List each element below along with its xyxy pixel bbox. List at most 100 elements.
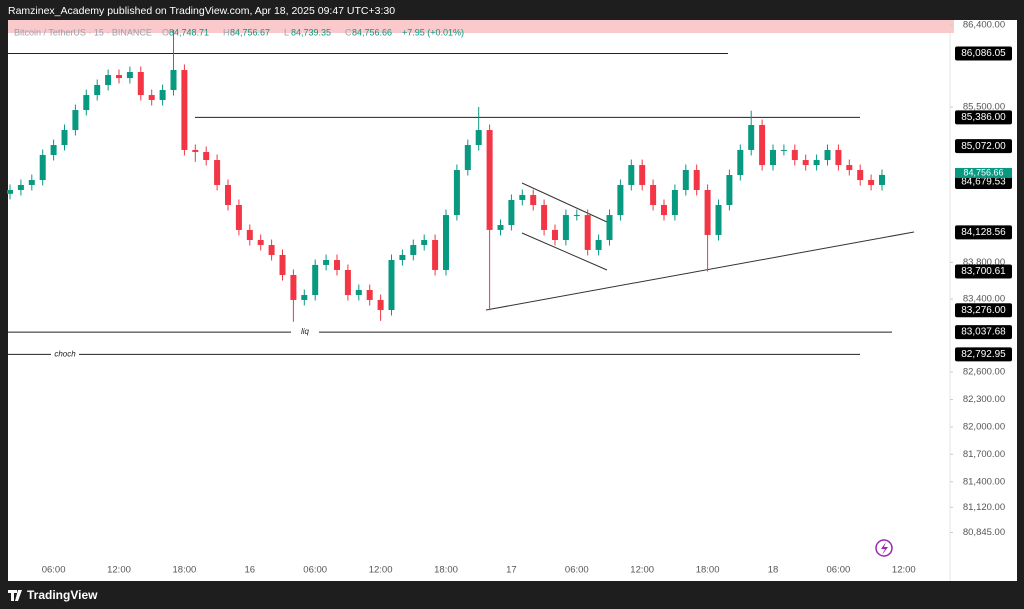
candle-body [334, 260, 340, 270]
x-tick-label: 12:00 [630, 565, 654, 576]
legend-key: L [284, 27, 289, 37]
candle-body [661, 204, 667, 216]
x-tick-label: 06:00 [565, 565, 589, 576]
candle-body [464, 145, 471, 170]
x-tick-label: 16 [245, 565, 256, 576]
candle-body [268, 245, 275, 255]
publisher: Ramzinex_Academy published on TradingVie… [8, 5, 395, 17]
candle-body [203, 151, 210, 161]
candle-body [639, 165, 646, 185]
candle-body [519, 195, 526, 200]
candle-body [312, 264, 319, 296]
chart-area [8, 20, 1017, 581]
y-tick-label: 81,120.00 [963, 502, 1005, 513]
candle-body [432, 239, 439, 270]
candle-body [879, 174, 885, 185]
level-label: 85,072.00 [961, 141, 1006, 152]
annotation: liq [301, 327, 310, 336]
x-tick-label: 18:00 [173, 565, 197, 576]
y-tick-label: 81,700.00 [963, 449, 1005, 460]
candle-body [105, 75, 112, 85]
candle-body [573, 215, 580, 217]
legend-value: 84,756.67 [230, 27, 270, 37]
candle-body [301, 295, 308, 300]
candle-body [759, 125, 766, 166]
candle-body [246, 229, 253, 240]
candle-body [704, 190, 711, 235]
level-label: 86,086.05 [961, 48, 1006, 59]
level-label-box [955, 110, 1012, 125]
candle-body [159, 90, 166, 100]
candle-body [443, 215, 449, 270]
candle-body [748, 125, 755, 150]
level-label-box [955, 303, 1012, 318]
candle-body [770, 149, 776, 166]
level-label-box [955, 225, 1012, 240]
candle-body [682, 169, 689, 191]
x-tick-label: 18:00 [434, 565, 458, 576]
candle-body [61, 130, 68, 146]
candle-body [486, 130, 493, 230]
candle-body [192, 149, 199, 152]
candle-body [475, 130, 482, 146]
legend-key: C [345, 27, 352, 37]
candle-body [355, 289, 362, 296]
candle-body [28, 180, 35, 185]
candle-body [715, 204, 722, 235]
level-label: 83,276.00 [961, 305, 1006, 316]
candle-body [857, 169, 864, 181]
x-tick-label: 12:00 [892, 565, 916, 576]
candle-body [225, 184, 231, 205]
candle-body [83, 95, 90, 111]
level-label: 84,679.53 [961, 177, 1006, 188]
candle-body [824, 149, 831, 161]
annotation-bg [51, 349, 79, 360]
candle-body [181, 69, 188, 150]
candle-body [235, 204, 242, 230]
x-tick-label: 17 [506, 565, 517, 576]
candle-body [868, 180, 875, 185]
candle-body [290, 275, 297, 300]
candle-body [344, 269, 351, 296]
candle-body [508, 199, 515, 226]
y-tick-label: 82,000.00 [963, 421, 1005, 432]
candle-body [323, 260, 330, 265]
level-label: 82,792.95 [961, 349, 1006, 360]
channel-line [521, 232, 608, 271]
candle-body [170, 69, 177, 91]
brand: TradingView [27, 588, 98, 602]
x-tick-label: 12:00 [107, 565, 131, 576]
annotation-bg [291, 327, 319, 338]
alert-icon[interactable] [875, 539, 893, 557]
candle-body [791, 149, 798, 161]
x-tick-label: 18:00 [696, 565, 720, 576]
candle-body [737, 149, 744, 176]
candle-body [399, 254, 406, 261]
annotation: choch [54, 350, 76, 359]
candle-body [813, 160, 820, 166]
last-price-label: 84,756.66 [963, 167, 1003, 177]
legend-key: H [223, 27, 230, 37]
alert-bolt [881, 542, 888, 555]
y-tick-label: 85,500.00 [963, 102, 1005, 113]
candle-body [562, 215, 569, 240]
brand-logo [8, 590, 22, 601]
candle-body [410, 245, 417, 255]
x-tick-label: 06:00 [303, 565, 327, 576]
x-tick-label: 06:00 [827, 565, 851, 576]
candle-body [835, 149, 842, 166]
candle-body [846, 165, 853, 170]
ohlc-legend: O 84,748.71 H 84,756.67 L 84,739.35 C 84,756.66… [162, 27, 464, 37]
candle-body [421, 239, 428, 246]
level-label-box [955, 264, 1012, 279]
candle-body [137, 72, 144, 96]
candle-body [388, 260, 395, 311]
candle-body [530, 195, 537, 205]
candle-body [802, 160, 809, 166]
candle-body [279, 254, 286, 276]
candle-body [94, 84, 101, 96]
level-label: 84,128.56 [961, 227, 1006, 238]
candle-body [606, 215, 613, 240]
x-tick-label: 18 [768, 565, 779, 576]
